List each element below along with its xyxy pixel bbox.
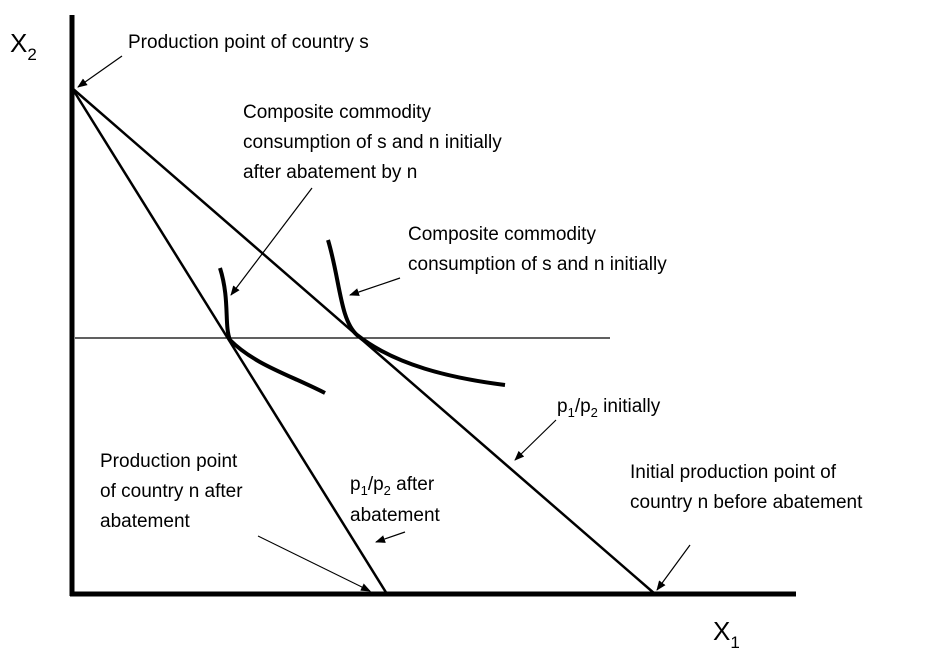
annotation: Production point of country s bbox=[128, 32, 369, 53]
price-label-after: p1/p2 after bbox=[350, 474, 435, 498]
annotation: abatement bbox=[100, 511, 191, 532]
annotation: consumption of s and n initially bbox=[408, 254, 667, 275]
arrow bbox=[77, 55, 123, 88]
annotation: Production point bbox=[100, 451, 238, 472]
annotation: Composite commodity bbox=[408, 224, 596, 245]
arrow bbox=[349, 277, 401, 296]
price-label-after: abatement bbox=[350, 505, 441, 526]
annotation: consumption of s and n initially bbox=[243, 132, 502, 153]
x-axis-label: X1 bbox=[713, 616, 740, 648]
annotation: after abatement by n bbox=[243, 162, 417, 183]
price-label-initial: p1/p2 initially bbox=[557, 396, 661, 420]
annotation: Initial production point of bbox=[630, 462, 837, 483]
arrow bbox=[257, 535, 371, 592]
arrow bbox=[375, 531, 406, 543]
arrow bbox=[514, 419, 557, 461]
arrow bbox=[656, 544, 691, 591]
y-axis-label: X2 bbox=[10, 28, 37, 64]
annotation: of country n after bbox=[100, 481, 243, 502]
annotation: Composite commodity bbox=[243, 102, 431, 123]
arrow bbox=[230, 187, 313, 296]
indifference-curve-initial bbox=[326, 239, 506, 387]
annotation: country n before abatement bbox=[630, 492, 863, 513]
indifference-curve-after bbox=[218, 267, 326, 395]
